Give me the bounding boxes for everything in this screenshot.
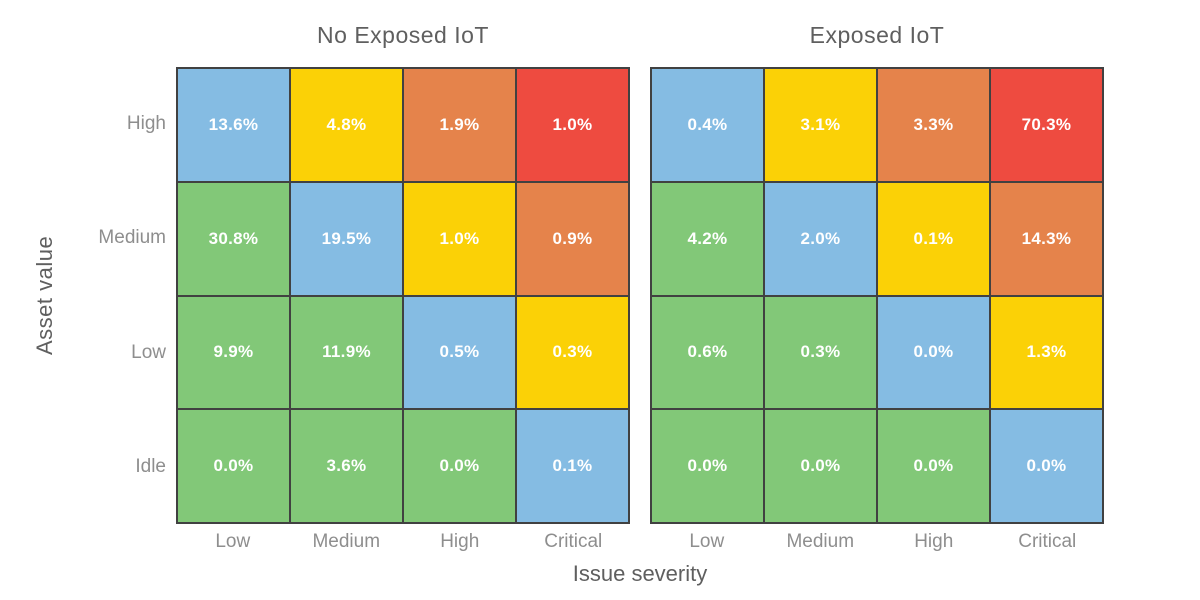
y-tick-label: Low [131, 341, 166, 363]
heatmap-cell: 13.6% [178, 69, 289, 181]
heatmap-cell: 0.0% [178, 410, 289, 522]
x-tick-label: Medium [312, 531, 381, 552]
heatmap-cell: 1.9% [404, 69, 515, 181]
x-tick-label: High [440, 531, 480, 552]
heatmap-cell: 14.3% [991, 182, 1102, 295]
heatmap-cell: 4.8% [291, 69, 402, 181]
heatmap-cell: 3.6% [291, 410, 402, 522]
heatmap-cell: 70.3% [991, 69, 1102, 181]
heatmap-cell: 0.0% [765, 410, 876, 522]
x-tick-labels-no-exposed-iot: Low Medium High Critical [176, 528, 630, 556]
heatmap-cell: 1.3% [991, 296, 1102, 409]
heatmap-cell: 0.0% [991, 410, 1102, 522]
heatmap-cell: 9.9% [178, 296, 289, 409]
heatmap-cell: 0.6% [652, 296, 763, 409]
y-tick-labels: High Medium Low Idle [60, 67, 166, 524]
heatmap-cell: 19.5% [291, 182, 402, 295]
heatmap-cell: 4.2% [652, 182, 763, 295]
x-tick-label: Critical [544, 531, 603, 552]
heatmap-cell: 0.1% [878, 182, 989, 295]
x-axis-title: Issue severity [572, 561, 708, 586]
heatmap-cell: 2.0% [765, 182, 876, 295]
heatmap-cell: 0.9% [517, 182, 628, 295]
y-tick-label: Medium [98, 227, 166, 249]
heatmap-cell: 1.0% [404, 182, 515, 295]
heatmap-cell: 0.0% [404, 410, 515, 522]
heatmap-cell: 0.4% [652, 69, 763, 181]
y-tick-label: Idle [135, 455, 166, 477]
heatmap-exposed-iot: 0.4% 3.1% 3.3% 70.3% 4.2% 2.0% 0.1% 14.3% 0.6% 0.… [650, 67, 1104, 524]
heatmap-cell: 0.3% [517, 296, 628, 409]
y-axis-title: Asset value [32, 235, 57, 356]
heatmap-no-exposed-iot: 13.6% 4.8% 1.9% 1.0% 30.8% 19.5% 1.0% 0.9% 9.9% 1… [176, 67, 630, 524]
heatmap-cell: 3.3% [878, 69, 989, 181]
x-tick-label: Low [689, 531, 725, 552]
heatmap-cell: 3.1% [765, 69, 876, 181]
x-tick-labels-exposed-iot: Low Medium High Critical [650, 528, 1104, 556]
heatmap-cell: 30.8% [178, 182, 289, 295]
heatmap-cell: 0.1% [517, 410, 628, 522]
panel-title-exposed-iot: Exposed IoT [809, 22, 945, 48]
heatmap-cell: 0.5% [404, 296, 515, 409]
heatmap-cell: 0.3% [765, 296, 876, 409]
heatmap-cell: 0.0% [878, 410, 989, 522]
heatmap-cell: 0.0% [652, 410, 763, 522]
panel-title-no-exposed-iot: No Exposed IoT [317, 22, 489, 48]
x-tick-label: Medium [786, 531, 855, 552]
x-tick-label: High [914, 531, 954, 552]
heatmap-cell: 11.9% [291, 296, 402, 409]
x-tick-label: Low [215, 531, 251, 552]
heatmap-cell: 0.0% [878, 296, 989, 409]
y-tick-label: High [126, 113, 166, 135]
heatmap-cell: 1.0% [517, 69, 628, 181]
x-tick-label: Critical [1018, 531, 1077, 552]
